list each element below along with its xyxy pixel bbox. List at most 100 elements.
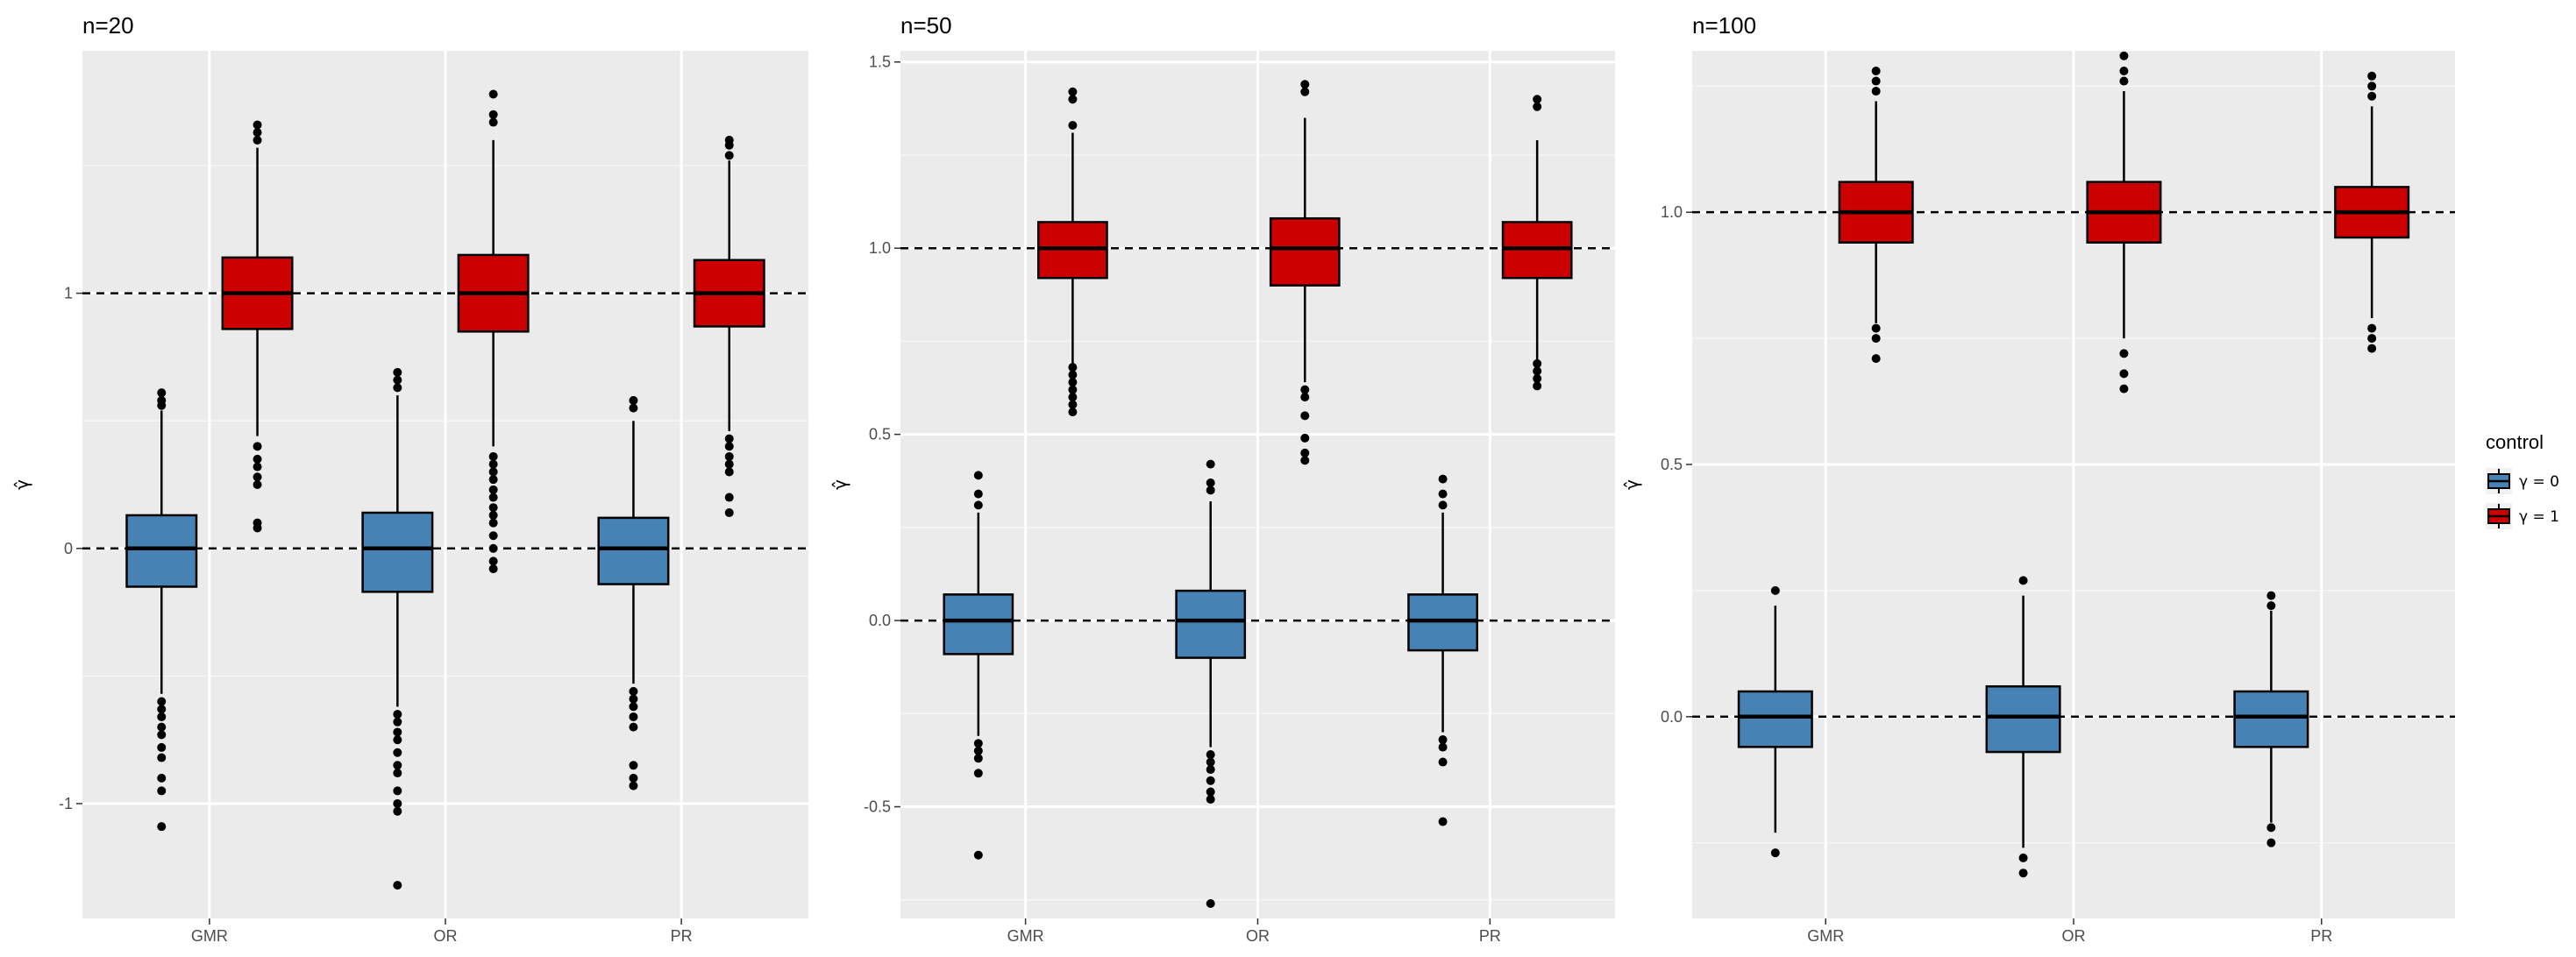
outlier-point (1300, 385, 1310, 394)
x-tick-label-gmr: GMR (191, 927, 228, 945)
outlier-point (253, 480, 262, 489)
iqr-box (1269, 216, 1341, 287)
outlier-point (253, 120, 262, 130)
outlier-point (393, 769, 402, 778)
outlier-point (488, 564, 498, 574)
outlier-point (157, 395, 167, 405)
iqr-box (2233, 690, 2309, 748)
outlier-point (157, 705, 167, 714)
outlier-point (1068, 363, 1078, 372)
outlier-point (2266, 601, 2276, 611)
outlier-point (1300, 433, 1310, 443)
outlier-point (2119, 76, 2129, 86)
outlier-point (2367, 334, 2377, 344)
outlier-point (393, 786, 402, 796)
outlier-point (157, 773, 167, 783)
legend-key-gamma-1: γ = 1 (2486, 503, 2559, 529)
outlier-point (629, 712, 638, 721)
y-axis-title: γ̂ (1621, 479, 1642, 490)
outlier-point (253, 135, 262, 145)
outlier-point (629, 702, 638, 712)
panel-3: 0.0 0.5 1.0 GMR OR PR n=100 γ̂ (1621, 12, 2455, 945)
outlier-point (393, 806, 402, 816)
outlier-point (1206, 486, 1215, 495)
outlier-point (1068, 408, 1078, 417)
y-tick-label: 1 (64, 285, 73, 302)
legend-label: γ = 0 (2519, 473, 2559, 491)
y-tick-label: 0.5 (1661, 456, 1683, 473)
outlier-point (1300, 80, 1310, 89)
outlier-point (724, 135, 734, 145)
outlier-point (724, 451, 734, 461)
outlier-point (488, 485, 498, 494)
outlier-point (393, 383, 402, 393)
outlier-point (488, 475, 498, 485)
outlier-point (1206, 750, 1215, 760)
panel-title: n=20 (82, 12, 134, 39)
outlier-point (629, 395, 638, 405)
outlier-point (1300, 87, 1310, 96)
legend-label: γ = 1 (2519, 508, 2559, 526)
x-tick-label-pr: PR (671, 927, 693, 945)
iqr-box (1737, 690, 1813, 748)
outlier-point (393, 748, 402, 757)
x-tick-label-gmr: GMR (1007, 927, 1044, 945)
outlier-point (393, 710, 402, 720)
outlier-point (1206, 787, 1215, 797)
outlier-point (629, 686, 638, 696)
box-gmr-gamma-0 (125, 388, 198, 832)
series-gamma-1 (1037, 80, 1573, 465)
outlier-point (724, 151, 734, 160)
y-tick-label: -0.5 (864, 798, 891, 816)
outlier-point (488, 493, 498, 502)
outlier-point (393, 735, 402, 745)
outlier-point (724, 442, 734, 451)
outlier-point (973, 471, 983, 480)
outlier-point (488, 518, 498, 528)
outlier-point (1871, 334, 1881, 344)
outlier-point (2367, 323, 2377, 333)
outlier-point (1770, 585, 1780, 595)
panel-title: n=50 (900, 12, 952, 39)
outlier-point (1533, 95, 1542, 104)
y-axis-title: γ̂ (829, 479, 850, 490)
y-tick-label: 1.0 (1661, 203, 1683, 221)
y-axis-title: γ̂ (11, 479, 32, 490)
box-pr-gamma-0 (1407, 474, 1478, 826)
y-tick-label: 1.0 (869, 239, 891, 257)
outlier-point (2018, 868, 2028, 878)
outlier-point (488, 459, 498, 469)
outlier-point (2119, 67, 2129, 76)
outlier-point (1533, 366, 1542, 376)
outlier-point (488, 510, 498, 520)
outlier-point (1300, 411, 1310, 421)
outlier-point (973, 850, 983, 860)
outlier-point (1438, 489, 1448, 499)
outlier-point (2266, 823, 2276, 833)
box-pr-gamma-0 (2233, 591, 2309, 847)
outlier-point (2018, 853, 2028, 862)
outlier-point (1770, 848, 1780, 858)
x-tick-label-pr: PR (2310, 927, 2332, 945)
outlier-point (2119, 369, 2129, 379)
outlier-point (2367, 344, 2377, 353)
outlier-point (629, 761, 638, 770)
outlier-point (1300, 456, 1310, 465)
x-tick-label-or: OR (434, 927, 458, 945)
legend-key-gamma-0: γ = 0 (2486, 468, 2559, 494)
panel-title: n=100 (1692, 12, 1756, 39)
outlier-point (1300, 448, 1310, 457)
outlier-point (1533, 381, 1542, 391)
outlier-point (1206, 899, 1215, 909)
outlier-point (488, 503, 498, 513)
series-gamma-0 (1737, 576, 2309, 878)
y-tick-label: -1 (59, 795, 73, 812)
x-tick-label-or: OR (2062, 927, 2086, 945)
outlier-point (1206, 478, 1215, 487)
outlier-point (1533, 373, 1542, 383)
outlier-point (1871, 323, 1881, 333)
iqr-box (943, 593, 1014, 656)
outlier-point (253, 472, 262, 482)
outlier-point (253, 518, 262, 528)
